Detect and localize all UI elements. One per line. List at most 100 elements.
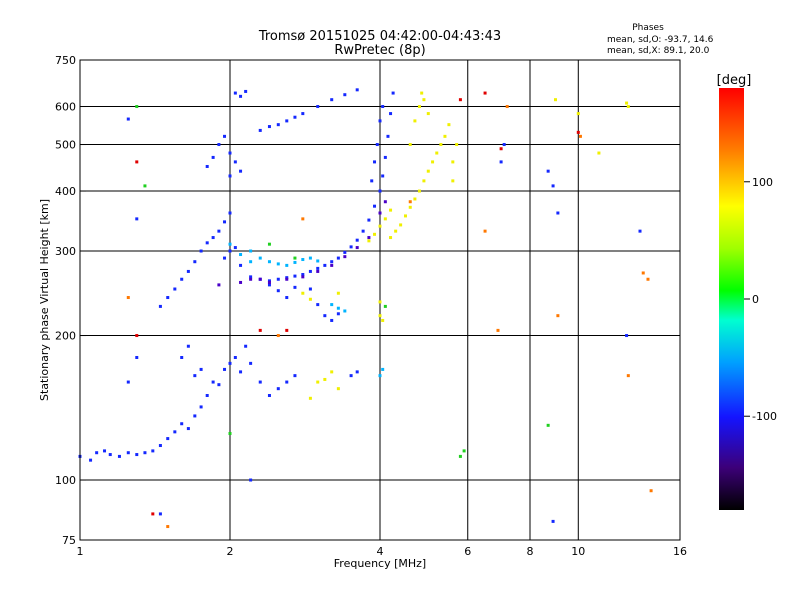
data-point — [173, 430, 177, 434]
data-point — [330, 263, 334, 267]
data-point — [443, 134, 447, 138]
data-point — [417, 189, 421, 193]
data-point — [330, 98, 334, 102]
data-point — [151, 449, 155, 453]
x-tick-label: 8 — [527, 545, 534, 558]
data-point — [551, 519, 555, 523]
data-point — [166, 525, 170, 529]
x-tick-label: 16 — [673, 545, 687, 558]
stats-heading: Phases — [632, 23, 664, 33]
data-point — [330, 318, 334, 322]
stats-o-mode: mean, sd,O: -93.7, 14.6 — [607, 35, 714, 45]
data-point — [316, 105, 320, 109]
data-point — [408, 200, 412, 204]
data-point — [285, 296, 289, 300]
data-point — [239, 94, 243, 98]
y-tick-label: 600 — [55, 101, 76, 114]
data-point — [316, 259, 320, 263]
data-point — [285, 119, 289, 123]
data-point — [267, 394, 271, 398]
y-axis-label: Stationary phase Virtual Height [km] — [38, 199, 51, 401]
y-tick-label: 400 — [55, 185, 76, 198]
data-point — [578, 134, 582, 138]
data-point — [249, 249, 253, 253]
data-point — [135, 217, 139, 221]
data-point — [258, 277, 262, 281]
data-point — [625, 101, 629, 105]
data-point — [233, 91, 237, 95]
data-point — [316, 269, 320, 273]
data-point — [349, 245, 353, 249]
data-point — [330, 260, 334, 264]
data-point — [316, 266, 320, 270]
y-axis-ticks: 75 100 200 300 400 500 600 750 — [55, 54, 86, 547]
data-point — [301, 112, 305, 116]
data-point — [336, 387, 340, 391]
data-point — [293, 285, 297, 289]
data-point — [451, 179, 455, 183]
data-point — [378, 189, 382, 193]
y-tick-label: 500 — [55, 139, 76, 152]
data-point — [426, 169, 430, 173]
data-point — [435, 151, 439, 155]
data-point — [249, 478, 253, 482]
data-point — [641, 271, 645, 275]
data-point — [173, 287, 177, 291]
data-point — [336, 312, 340, 316]
data-point — [323, 263, 327, 267]
data-point — [223, 134, 227, 138]
data-point — [223, 256, 227, 260]
data-point — [228, 211, 232, 215]
data-point — [455, 143, 459, 147]
data-point — [330, 370, 334, 374]
data-point — [355, 370, 359, 374]
data-point — [458, 454, 462, 458]
data-point — [556, 314, 560, 318]
data-point — [228, 151, 232, 155]
data-point — [276, 387, 280, 391]
data-point — [239, 253, 243, 257]
data-point — [143, 184, 147, 188]
data-point — [228, 249, 232, 253]
data-point — [378, 119, 382, 123]
data-point — [576, 130, 580, 134]
data-point — [381, 174, 385, 178]
data-point — [378, 211, 382, 215]
data-point — [308, 256, 312, 260]
data-point — [483, 91, 487, 95]
data-point — [223, 367, 227, 371]
data-point — [431, 160, 435, 164]
colorbar-tick-label: 0 — [752, 293, 759, 306]
data-point — [135, 453, 139, 457]
data-point — [267, 280, 271, 284]
data-point — [386, 134, 390, 138]
data-point — [355, 88, 359, 92]
data-point — [205, 394, 209, 398]
data-point — [439, 143, 443, 147]
data-point — [249, 275, 253, 279]
data-point — [301, 291, 305, 295]
data-point — [285, 263, 289, 267]
data-point — [267, 260, 271, 264]
data-point — [389, 112, 393, 116]
data-point — [211, 155, 215, 159]
data-point — [276, 123, 280, 127]
data-point — [233, 246, 237, 250]
data-point — [343, 93, 347, 97]
data-point — [330, 303, 334, 307]
data-point — [413, 119, 417, 123]
data-point — [217, 229, 221, 233]
data-point — [267, 283, 271, 287]
data-point — [378, 224, 382, 228]
data-point — [422, 98, 426, 102]
data-point — [258, 256, 262, 260]
data-point — [373, 204, 377, 208]
data-point — [89, 458, 93, 462]
data-point — [186, 344, 190, 348]
data-point — [483, 229, 487, 233]
data-point — [447, 123, 451, 127]
data-point — [211, 236, 215, 240]
data-point — [399, 223, 403, 227]
data-point — [308, 287, 312, 291]
